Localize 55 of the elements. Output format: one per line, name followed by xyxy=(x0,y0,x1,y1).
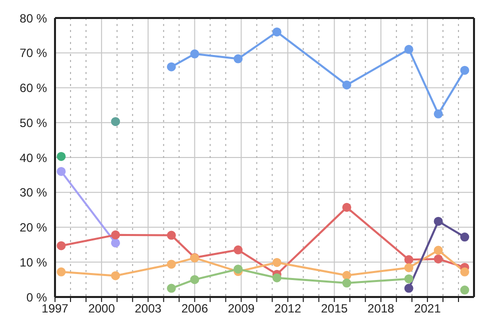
x-tick-label: 2003 xyxy=(134,302,162,316)
x-tick-label: 2021 xyxy=(414,302,442,316)
point xyxy=(460,286,470,295)
point xyxy=(460,267,470,276)
y-tick-label: 60 % xyxy=(20,81,48,96)
point xyxy=(234,245,243,254)
point xyxy=(404,284,414,293)
x-tick-label: 1997 xyxy=(42,302,69,316)
point xyxy=(56,152,66,161)
point xyxy=(234,264,243,274)
point xyxy=(56,267,66,276)
x-tick-label: 2006 xyxy=(181,302,208,316)
y-tick-label: 0 % xyxy=(26,290,48,304)
point xyxy=(166,230,176,240)
point xyxy=(460,232,470,242)
point xyxy=(404,44,414,54)
point xyxy=(342,80,352,90)
x-tick-label: 2000 xyxy=(88,302,116,316)
point xyxy=(272,27,282,36)
x-tick-label: 2018 xyxy=(368,302,395,316)
y-tick-label: 50 % xyxy=(20,116,48,130)
y-tick-label: 80 % xyxy=(20,11,48,26)
x-tick-label: 2009 xyxy=(228,302,255,316)
point xyxy=(166,260,176,269)
point xyxy=(404,274,414,284)
point xyxy=(166,62,176,72)
y-tick-label: 30 % xyxy=(20,186,48,200)
point xyxy=(272,273,282,282)
point xyxy=(111,271,120,280)
point xyxy=(434,254,443,264)
y-tick-label: 40 % xyxy=(20,150,48,165)
point xyxy=(404,263,414,272)
point xyxy=(190,49,200,58)
point xyxy=(56,166,66,176)
point xyxy=(434,216,443,226)
point xyxy=(434,109,443,118)
point xyxy=(56,241,66,250)
point xyxy=(342,270,352,280)
point xyxy=(190,275,200,284)
point xyxy=(166,284,176,293)
point xyxy=(460,66,470,75)
y-tick-label: 10 % xyxy=(20,255,48,270)
y-tick-label: 20 % xyxy=(20,220,48,235)
point xyxy=(272,258,282,267)
x-tick-label: 2015 xyxy=(320,302,348,316)
point xyxy=(342,202,352,212)
point xyxy=(434,246,443,255)
x-tick-label: 2012 xyxy=(274,302,302,316)
point xyxy=(234,54,243,64)
point xyxy=(404,255,414,264)
point xyxy=(111,238,120,248)
y-tick-label: 70 % xyxy=(20,46,48,60)
point xyxy=(342,278,352,288)
point xyxy=(111,230,120,240)
point xyxy=(111,117,120,126)
